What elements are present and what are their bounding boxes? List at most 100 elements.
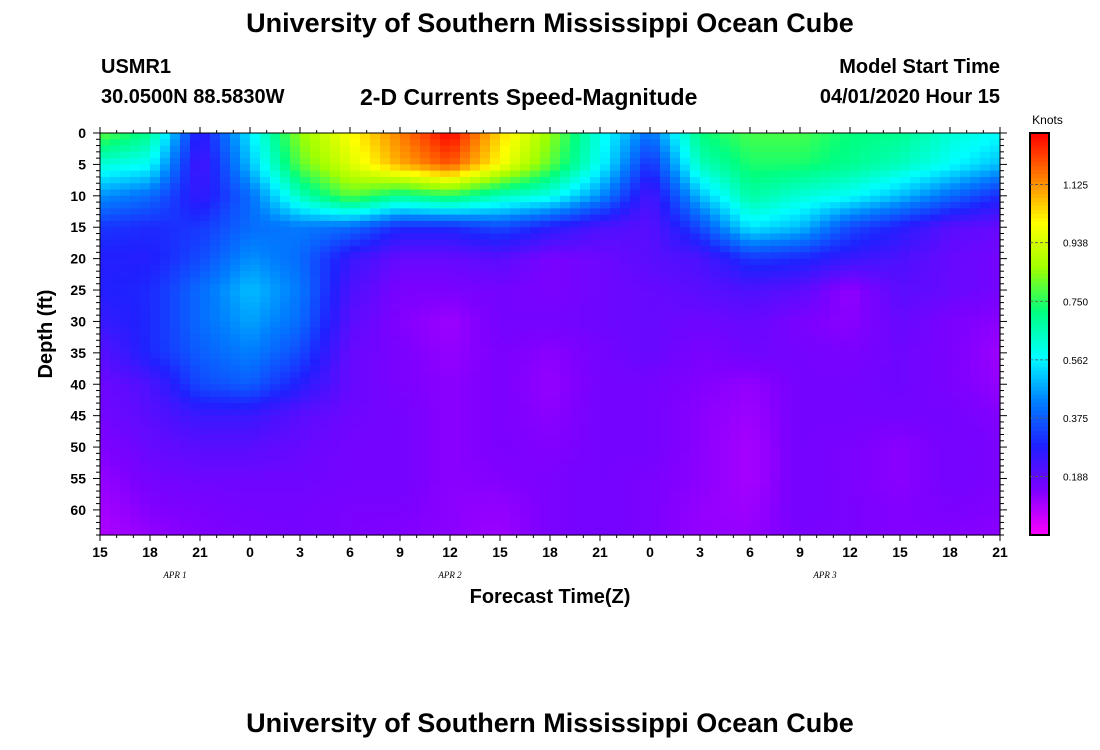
heatmap-cell [190, 321, 201, 329]
heatmap-cell [810, 415, 821, 423]
heatmap-cell [750, 359, 761, 367]
heatmap-cell [240, 384, 251, 392]
heatmap-cell [460, 472, 471, 480]
heatmap-cell [990, 290, 1001, 297]
heatmap-cell [890, 133, 901, 140]
heatmap-cell [380, 145, 391, 153]
heatmap-cell [110, 453, 121, 461]
heatmap-cell [750, 195, 761, 203]
heatmap-cell [810, 151, 821, 159]
heatmap-cell [810, 421, 821, 429]
heatmap-cell [290, 440, 301, 448]
heatmap-cell [170, 346, 181, 354]
heatmap-cell [800, 390, 811, 398]
heatmap-cell [810, 390, 821, 398]
heatmap-cell [480, 459, 491, 467]
heatmap-cell [670, 459, 681, 467]
heatmap-cell [390, 377, 401, 385]
heatmap-cell [810, 321, 821, 329]
heatmap-cell [400, 371, 411, 379]
heatmap-cell [110, 472, 121, 480]
heatmap-cell [660, 164, 671, 172]
heatmap-cell [540, 365, 551, 373]
heatmap-cell [930, 321, 941, 329]
heatmap-cell [450, 151, 461, 159]
heatmap-cell [640, 434, 651, 442]
heatmap-cell [660, 133, 671, 140]
heatmap-cell [200, 403, 211, 410]
heatmap-cell [740, 352, 751, 360]
heatmap-cell [390, 202, 401, 209]
heatmap-cell [940, 340, 951, 348]
heatmap-cell [650, 334, 661, 341]
heatmap-cell [450, 321, 461, 329]
heatmap-cell [590, 170, 601, 178]
heatmap-cell [690, 453, 701, 461]
heatmap-cell [130, 145, 141, 153]
heatmap-cell [360, 340, 371, 348]
heatmap-cell [570, 334, 581, 341]
heatmap-cell [730, 315, 741, 323]
heatmap-cell [860, 415, 871, 423]
heatmap-cell [230, 264, 241, 272]
heatmap-cell [290, 478, 301, 486]
heatmap-cell [870, 346, 881, 354]
heatmap-cell [530, 283, 541, 291]
heatmap-cell [580, 440, 591, 448]
heatmap-cell [790, 403, 801, 410]
heatmap-cell [880, 220, 891, 228]
heatmap-cell [670, 139, 681, 147]
heatmap-cell [700, 208, 711, 216]
heatmap-cell [490, 151, 501, 159]
heatmap-cell [630, 334, 641, 341]
heatmap-cell [250, 334, 261, 341]
heatmap-cell [920, 403, 931, 410]
heatmap-cell [220, 271, 231, 279]
heatmap-cell [900, 239, 911, 247]
heatmap-cell [210, 465, 221, 473]
heatmap-cell [850, 176, 861, 184]
heatmap-cell [680, 377, 691, 385]
heatmap-cell [340, 151, 351, 159]
heatmap-cell [640, 189, 651, 197]
heatmap-cell [580, 371, 591, 379]
heatmap-cell [290, 258, 301, 266]
heatmap-cell [810, 183, 821, 191]
heatmap-cell [530, 139, 541, 147]
heatmap-cell [320, 151, 331, 159]
heatmap-cell [580, 264, 591, 272]
heatmap-cell [710, 359, 721, 367]
heatmap-cell [780, 264, 791, 272]
heatmap-cell [440, 151, 451, 159]
heatmap-cell [990, 145, 1001, 153]
heatmap-cell [760, 384, 771, 392]
heatmap-cell [940, 302, 951, 310]
heatmap-cell [390, 421, 401, 429]
heatmap-cell [800, 145, 811, 153]
heatmap-cell [780, 434, 791, 442]
heatmap-cell [260, 214, 271, 222]
heatmap-cell [140, 151, 151, 159]
heatmap-cell [410, 151, 421, 159]
heatmap-cell [180, 233, 191, 241]
heatmap-cell [830, 202, 841, 209]
heatmap-cell [460, 465, 471, 473]
heatmap-cell [150, 377, 161, 385]
heatmap-cell [780, 239, 791, 247]
heatmap-cell [450, 189, 461, 197]
heatmap-cell [980, 164, 991, 172]
heatmap-cell [550, 151, 561, 159]
heatmap-cell [320, 308, 331, 316]
heatmap-cell [400, 158, 411, 166]
heatmap-cell [730, 409, 741, 417]
heatmap-cell [890, 164, 901, 172]
heatmap-cell [840, 158, 851, 166]
heatmap-cell [480, 183, 491, 191]
heatmap-cell [530, 145, 541, 153]
heatmap-cell [650, 421, 661, 429]
heatmap-cell [850, 133, 861, 140]
heatmap-cell [380, 421, 391, 429]
heatmap-cell [450, 202, 461, 209]
heatmap-cell [130, 302, 141, 310]
heatmap-cell [400, 421, 411, 429]
